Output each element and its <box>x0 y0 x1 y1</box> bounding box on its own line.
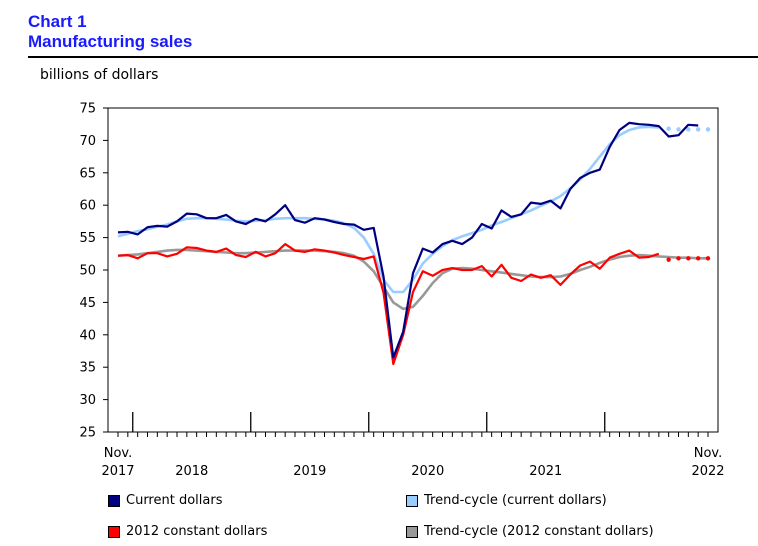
series-line-2012-constant-dollars-dot <box>695 256 701 261</box>
y-tick-label: 65 <box>79 166 96 181</box>
x-tick-label-year: 2021 <box>529 464 562 479</box>
legend-item-trend-current: Trend-cycle (current dollars) <box>406 493 607 508</box>
series-line-current-dollars <box>117 121 699 359</box>
plot-frame <box>107 107 719 433</box>
legend-item-constant-dollars: 2012 constant dollars <box>108 524 267 539</box>
x-tick-label-year: 2017 <box>101 464 134 479</box>
x-tick-label-month: Nov. <box>104 446 133 461</box>
series-line-2012-constant-dollars-dot <box>705 256 711 261</box>
x-tick-label-year: 2022 <box>691 464 724 479</box>
series-line-trend-cycle-current-dollars-dot <box>676 127 681 132</box>
legend-item-current-dollars: Current dollars <box>108 493 222 508</box>
y-tick-label: 60 <box>79 199 96 214</box>
title-divider <box>28 56 758 58</box>
y-tick-label: 75 <box>79 102 96 117</box>
series-line-2012-constant-dollars-dot <box>686 256 691 261</box>
legend-swatch-trend-constant <box>406 525 418 538</box>
series-line-trend-cycle-current-dollars-dot <box>695 127 701 132</box>
unit-label: billions of dollars <box>40 67 159 83</box>
chart-title: Manufacturing sales <box>28 32 193 51</box>
legend-swatch-trend-current <box>406 494 418 507</box>
series-line-2012-constant-dollars-dot <box>666 257 671 262</box>
series-line-trend-cycle-current-dollars-dot <box>705 127 711 132</box>
series-line-trend-cycle-current-dollars-dot <box>666 126 671 131</box>
legend-label: Trend-cycle (current dollars) <box>424 493 607 508</box>
y-tick-label: 25 <box>79 426 96 441</box>
y-tick-label: 45 <box>79 296 96 311</box>
x-tick-label-year: 2020 <box>411 464 444 479</box>
series-line-trend-cycle-current-dollars-dot <box>686 127 691 132</box>
x-tick-label-year: 2019 <box>293 464 326 479</box>
chart-number: Chart 1 <box>28 12 87 31</box>
legend-label: 2012 constant dollars <box>126 524 268 539</box>
x-tick-label-month: Nov. <box>694 446 723 461</box>
legend-label: Current dollars <box>126 493 223 508</box>
series-line-2012-constant-dollars-dot <box>676 256 681 261</box>
y-tick-label: 35 <box>79 361 96 376</box>
y-tick-label: 55 <box>79 231 96 246</box>
series-line-2012-constant-dollars <box>117 243 660 366</box>
y-tick-label: 30 <box>79 393 96 408</box>
y-tick-label: 40 <box>79 328 96 343</box>
y-tick-label: 50 <box>79 264 96 279</box>
legend-label: Trend-cycle (2012 constant dollars) <box>424 524 654 539</box>
legend-swatch-constant-dollars <box>108 525 120 538</box>
legend-swatch-current-dollars <box>108 494 120 507</box>
chart-title-block: Chart 1 Manufacturing sales <box>28 12 192 52</box>
legend-item-trend-constant: Trend-cycle (2012 constant dollars) <box>406 524 654 539</box>
y-tick-label: 70 <box>79 134 96 149</box>
x-tick-label-year: 2018 <box>175 464 208 479</box>
